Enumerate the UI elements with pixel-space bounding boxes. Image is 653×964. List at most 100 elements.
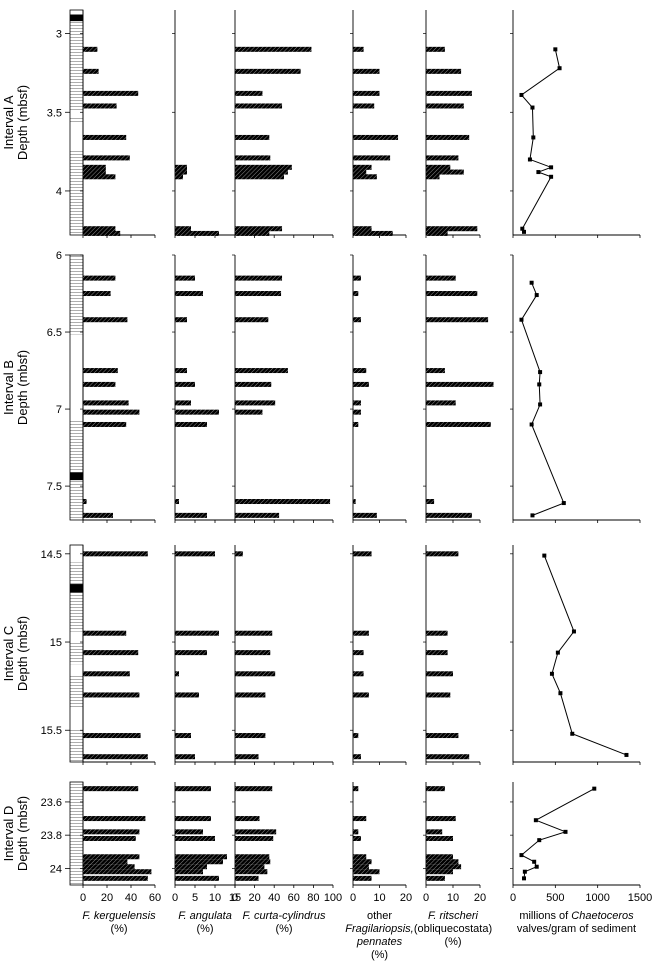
bar-angulata (175, 164, 187, 170)
bar-curta (235, 409, 263, 415)
depth-axis-label: Depth (mbsf) (15, 796, 30, 871)
bar-curta (235, 816, 260, 822)
chaetoceros-point (624, 752, 629, 757)
bar-curta (235, 854, 270, 860)
chaetoceros-point (519, 853, 524, 858)
bar-angulata (175, 409, 219, 415)
lithology-column (69, 254, 84, 521)
lithology-segment (70, 122, 83, 150)
chaetoceros-line (520, 282, 565, 516)
bar-ritscheri (426, 103, 464, 109)
bar-ritscheri (426, 671, 453, 677)
lithology-column (69, 781, 84, 886)
chaetoceros-point (534, 293, 539, 298)
chaetoceros-point (549, 671, 554, 676)
bar-angulata (175, 864, 207, 870)
x-axis-title-line: (obliquecostata) (414, 923, 492, 935)
chaetoceros-point (533, 818, 538, 823)
x-tick-label: 60 (149, 892, 161, 904)
column-kerguelensis (80, 782, 156, 888)
chaetoceros-point (527, 157, 532, 162)
x-axis-title-line: (%) (371, 949, 388, 961)
lithology-segment (70, 334, 83, 420)
chaetoceros-point (570, 731, 575, 736)
lithology-column (69, 544, 84, 763)
bar-kerguelensis (83, 368, 118, 374)
column-curta (232, 545, 334, 765)
interval-panel: 6 6.5 7 7.5 (47, 250, 641, 523)
column-other (350, 10, 407, 238)
chaetoceros-point (520, 226, 525, 231)
bar-kerguelensis (83, 875, 148, 881)
bar-kerguelensis (83, 155, 130, 161)
chaetoceros-point (536, 170, 541, 175)
lithology-segment (70, 190, 83, 235)
chaetoceros-point (531, 135, 536, 140)
bar-other (353, 230, 393, 236)
bar-angulata (175, 859, 223, 865)
chaetoceros-point (534, 864, 539, 869)
depth-tick-label: 7 (56, 404, 62, 416)
column-chaetoceros (510, 545, 641, 765)
bar-kerguelensis (83, 291, 111, 297)
bar-ritscheri (426, 875, 445, 881)
lithology-segment (70, 118, 83, 123)
bar-angulata (175, 671, 179, 677)
bar-ritscheri (426, 381, 494, 387)
x-axis-title-line: F. curta-cylindrus (243, 910, 326, 922)
column-curta (232, 10, 334, 238)
chaetoceros-point (549, 165, 554, 170)
x-tick-label: 10 (447, 892, 459, 904)
bar-ritscheri (426, 317, 489, 323)
x-tick-label: 1000 (585, 892, 609, 904)
bar-kerguelensis (83, 174, 116, 180)
bar-ritscheri (426, 829, 443, 835)
x-tick-label: 0 (80, 892, 86, 904)
bar-other (353, 381, 369, 387)
bar-kerguelensis (83, 869, 152, 875)
column-angulata (172, 10, 236, 238)
lithology-segment (70, 480, 83, 520)
lithology-segment (70, 472, 83, 481)
bar-kerguelensis (83, 46, 98, 52)
chaetoceros-point (592, 786, 597, 791)
bar-curta (235, 381, 272, 387)
bar-other (353, 169, 367, 175)
bar-curta (235, 230, 270, 236)
bar-ritscheri (426, 816, 456, 822)
x-axis-title-line: F. ritscheri (428, 910, 478, 922)
column-chaetoceros (510, 10, 641, 238)
bar-other (353, 671, 364, 677)
bar-kerguelensis (83, 68, 99, 74)
bar-angulata (175, 733, 191, 739)
x-axis-title-line: (%) (275, 923, 292, 935)
x-tick-label: 5 (192, 892, 198, 904)
bar-kerguelensis (83, 859, 128, 865)
bar-ritscheri (426, 864, 462, 870)
depth-tick-label: 24 (50, 863, 62, 875)
x-axis-title-line: F. angulata (178, 910, 232, 922)
bar-curta (235, 368, 288, 374)
x-tick-label: 100 (324, 892, 342, 904)
bar-other (353, 630, 369, 636)
column-kerguelensis (80, 545, 156, 765)
lithology-segment (70, 675, 83, 708)
bar-other (353, 134, 399, 140)
lithology-segment (70, 10, 83, 15)
bar-ritscheri (426, 869, 453, 875)
bar-curta (235, 835, 274, 841)
chaetoceros-point (549, 174, 554, 179)
bar-kerguelensis (83, 134, 127, 140)
bar-curta (235, 829, 277, 835)
column-kerguelensis (80, 254, 156, 523)
depth-tick-label: 3 (56, 29, 62, 41)
bar-angulata (175, 551, 215, 557)
bar-ritscheri (426, 650, 448, 656)
x-tick-label: 20 (400, 892, 412, 904)
lithology-segment (70, 440, 83, 473)
bar-angulata (175, 230, 219, 236)
bar-kerguelensis (83, 169, 106, 175)
bar-curta (235, 291, 282, 297)
chaetoceros-point (538, 370, 543, 375)
interval-panel: 33.54 (47, 9, 641, 238)
